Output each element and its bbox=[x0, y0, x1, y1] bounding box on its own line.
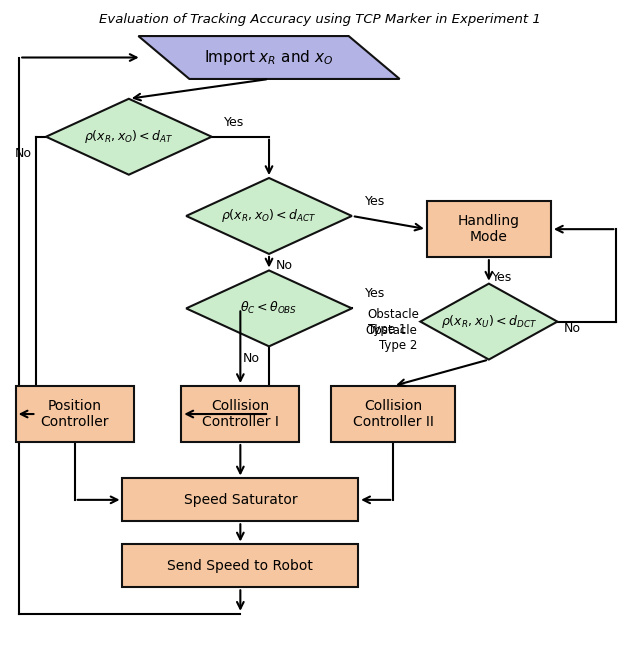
Polygon shape bbox=[46, 99, 212, 174]
Text: Obstacle
Type 1: Obstacle Type 1 bbox=[368, 308, 420, 335]
Text: Collision
Controller I: Collision Controller I bbox=[202, 399, 279, 429]
Text: Collision
Controller II: Collision Controller II bbox=[353, 399, 434, 429]
FancyBboxPatch shape bbox=[16, 386, 134, 442]
FancyBboxPatch shape bbox=[427, 201, 551, 257]
Polygon shape bbox=[138, 36, 399, 79]
Text: Yes: Yes bbox=[365, 195, 385, 208]
Text: Position
Controller: Position Controller bbox=[40, 399, 109, 429]
Text: $\rho(x_R, x_O) < d_{AT}$: $\rho(x_R, x_O) < d_{AT}$ bbox=[84, 128, 173, 145]
Text: No: No bbox=[275, 259, 292, 272]
Text: Handling
Mode: Handling Mode bbox=[458, 214, 520, 244]
Text: Yes: Yes bbox=[365, 287, 385, 300]
Text: Yes: Yes bbox=[492, 271, 512, 284]
FancyBboxPatch shape bbox=[331, 386, 456, 442]
FancyBboxPatch shape bbox=[122, 479, 358, 521]
Text: $\rho(x_R, x_U) < d_{DCT}$: $\rho(x_R, x_U) < d_{DCT}$ bbox=[441, 313, 537, 330]
Text: No: No bbox=[243, 352, 259, 365]
FancyBboxPatch shape bbox=[122, 544, 358, 587]
Text: Send Speed to Robot: Send Speed to Robot bbox=[168, 559, 314, 573]
Polygon shape bbox=[420, 284, 557, 359]
Text: Yes: Yes bbox=[225, 116, 244, 129]
Polygon shape bbox=[186, 271, 352, 346]
Text: No: No bbox=[564, 322, 580, 335]
Text: Evaluation of Tracking Accuracy using TCP Marker in Experiment 1: Evaluation of Tracking Accuracy using TC… bbox=[99, 13, 541, 26]
Text: Speed Saturator: Speed Saturator bbox=[184, 493, 297, 507]
Text: $\theta_C < \theta_{OBS}$: $\theta_C < \theta_{OBS}$ bbox=[241, 300, 298, 316]
Text: Import $x_R$ and $x_O$: Import $x_R$ and $x_O$ bbox=[204, 48, 333, 67]
Text: Obstacle
Type 2: Obstacle Type 2 bbox=[365, 324, 417, 352]
FancyBboxPatch shape bbox=[181, 386, 300, 442]
Text: $\rho(x_R, x_O) < d_{ACT}$: $\rho(x_R, x_O) < d_{ACT}$ bbox=[221, 208, 317, 225]
Polygon shape bbox=[186, 178, 352, 254]
Text: No: No bbox=[15, 147, 32, 160]
